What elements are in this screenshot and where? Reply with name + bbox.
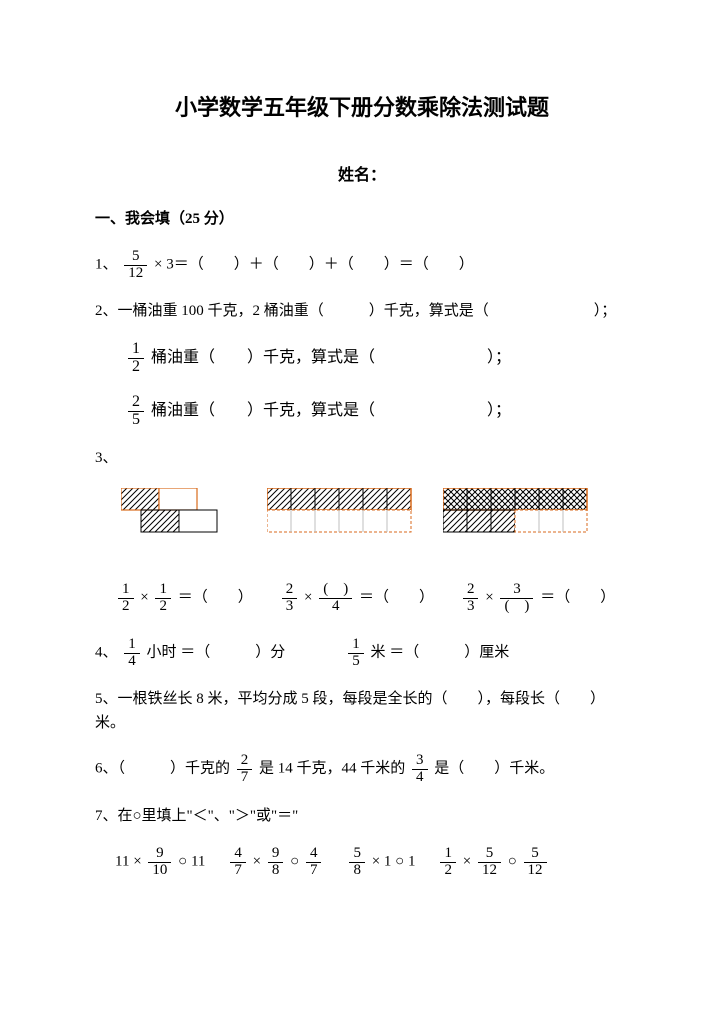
diagram-row (121, 488, 629, 548)
eq-b-res: ＝（ ） (359, 590, 434, 606)
c4-d2: 12 (478, 863, 501, 879)
diagram-2 (267, 488, 417, 538)
q2-half-text: 桶油重（ ）千克，算式是（ ）； (151, 349, 511, 366)
q4-t2: 米 ＝（ ）厘米 (371, 645, 510, 661)
q2-two5-den: 5 (128, 412, 144, 429)
eq-b-n1: 2 (282, 582, 298, 599)
q7-head: 7、在○里填上"＜"、"＞"或"＝" (95, 804, 629, 828)
q2-half: 1 2 桶油重（ ）千克，算式是（ ）； (125, 341, 629, 376)
q4-f2n: 1 (348, 637, 364, 654)
compare-3: 58 × 1 ○ 1 (346, 846, 415, 879)
q6-f1d: 7 (237, 770, 253, 786)
c3-n: 5 (349, 846, 365, 863)
q4-f1d: 4 (124, 654, 140, 670)
c3-d: 8 (349, 863, 365, 879)
q4-f1n: 1 (124, 637, 140, 654)
q2-half-den: 2 (128, 359, 144, 376)
q2-two5-num: 2 (128, 394, 144, 412)
q2-line1: 2、一桶油重 100 千克，2 桶油重（ ）千克，算式是（ ）； (95, 299, 629, 323)
c2-n2: 9 (268, 846, 284, 863)
q6-f1n: 2 (237, 753, 253, 770)
q6-p2: 是 14 千克，44 千米的 (259, 761, 405, 777)
q1-den: 12 (124, 266, 147, 282)
q4-prefix: 4、 (95, 645, 121, 661)
c2-n3: 4 (306, 846, 322, 863)
q4: 4、 14 小时 ＝（ ）分 15 米 ＝（ ）厘米 (95, 637, 629, 670)
q1-prefix: 1、 (95, 256, 118, 272)
q5: 5、一根铁丝长 8 米，平均分成 5 段，每段是全长的（ ），每段长（ ）米。 (95, 687, 629, 735)
q1-rest: × 3＝（ ）＋（ ）＋（ ）＝（ ） (154, 256, 474, 272)
q6-p3: 是（ ）千米。 (434, 761, 554, 777)
eq-c: 23 × 3( ) ＝（ ） (460, 582, 615, 615)
section-1-head: 一、我会填（25 分） (95, 207, 629, 231)
q2-two5-text: 桶油重（ ）千克，算式是（ ）； (151, 402, 511, 419)
eq-a-res: ＝（ ） (178, 590, 253, 606)
eq-c-res: ＝（ ） (540, 590, 615, 606)
c4-n2: 5 (478, 846, 501, 863)
c2-d3: 7 (306, 863, 322, 879)
c4-n1: 1 (440, 846, 456, 863)
c1-post: ○ 11 (178, 854, 205, 870)
c4-n3: 5 (524, 846, 547, 863)
eq-a-d2: 2 (155, 599, 171, 615)
c2-d1: 7 (230, 863, 246, 879)
diagram-1 (121, 488, 241, 548)
q3: 3、 (95, 446, 629, 470)
eq-a-n1: 1 (118, 582, 134, 599)
compare-1: 11 × 910 ○ 11 (115, 846, 205, 879)
page-title: 小学数学五年级下册分数乘除法测试题 (95, 90, 629, 125)
c1-n: 9 (148, 846, 171, 863)
q6-p1: 6、（ ）千克的 (95, 761, 230, 777)
diagram-3 (443, 488, 593, 538)
q6-f2d: 4 (412, 770, 428, 786)
eq-c-d2: ( ) (500, 599, 533, 615)
c4-d3: 12 (524, 863, 547, 879)
c4-d1: 2 (440, 863, 456, 879)
q4-part2: 15 米 ＝（ ）厘米 (345, 637, 509, 670)
eq-row: 12 × 12 ＝（ ） 23 × ( )4 ＝（ ） 23 × 3( ) ＝（… (115, 582, 629, 615)
eq-a: 12 × 12 ＝（ ） (115, 582, 253, 615)
eq-b-d2: 4 (319, 599, 352, 615)
eq-a-d1: 2 (118, 599, 134, 615)
q1-num: 5 (124, 249, 147, 266)
c1-pre: 11 × (115, 854, 145, 870)
eq-c-n1: 2 (463, 582, 479, 599)
q4-t1: 小时 ＝（ ）分 (147, 645, 286, 661)
q6-f2n: 3 (412, 753, 428, 770)
c3-post: × 1 ○ 1 (372, 854, 416, 870)
q3-label: 3、 (95, 450, 118, 466)
compare-2: 47 × 98 ○ 47 (227, 846, 324, 879)
eq-c-n2: 3 (500, 582, 533, 599)
q1-fraction: 5 12 (124, 249, 147, 282)
name-label: 姓名： (95, 163, 629, 189)
compare-row: 11 × 910 ○ 11 47 × 98 ○ 47 58 × 1 ○ 1 12… (115, 846, 629, 879)
q4-part1: 4、 14 小时 ＝（ ）分 (95, 637, 285, 670)
eq-a-n2: 1 (155, 582, 171, 599)
c2-d2: 8 (268, 863, 284, 879)
q1: 1、 5 12 × 3＝（ ）＋（ ）＋（ ）＝（ ） (95, 249, 629, 282)
q2-two5-frac: 2 5 (128, 394, 144, 429)
q4-f2d: 5 (348, 654, 364, 670)
compare-4: 12 × 512 ○ 512 (437, 846, 549, 879)
q2-two5: 2 5 桶油重（ ）千克，算式是（ ）； (125, 394, 629, 429)
q6: 6、（ ）千克的 27 是 14 千克，44 千米的 34 是（ ）千米。 (95, 753, 629, 786)
eq-b-d1: 3 (282, 599, 298, 615)
eq-b: 23 × ( )4 ＝（ ） (279, 582, 434, 615)
q2-half-frac: 1 2 (128, 341, 144, 376)
c1-d: 10 (148, 863, 171, 879)
q2-half-num: 1 (128, 341, 144, 359)
eq-c-d1: 3 (463, 599, 479, 615)
c2-n1: 4 (230, 846, 246, 863)
eq-b-n2: ( ) (319, 582, 352, 599)
